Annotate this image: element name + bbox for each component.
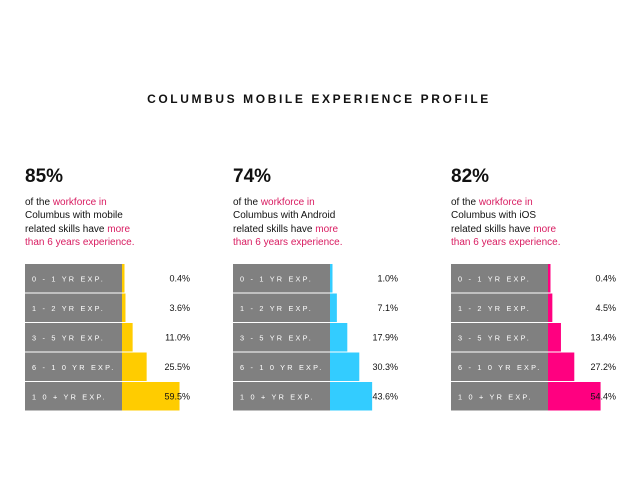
bar — [122, 293, 126, 322]
value-label: 17.9% — [372, 332, 398, 342]
category-label-box — [233, 323, 330, 352]
desc-text: related skills have — [25, 223, 108, 235]
mobile-experience-chart: 0 - 1 YR EXP. 0.4% 1 - 2 YR EXP. 3.6% 3 - 5 … — [25, 264, 190, 411]
category-label-box — [25, 352, 122, 381]
category-label-box — [233, 352, 330, 381]
category-label-box — [25, 382, 122, 411]
desc-text: of the — [25, 197, 53, 208]
value-label: 25.5% — [164, 362, 190, 372]
category-label: 0 - 1 YR EXP. — [458, 274, 531, 283]
category-label: 6 - 1 0 YR EXP. — [458, 363, 541, 372]
category-label-box — [233, 293, 330, 322]
desc-text: of the — [233, 197, 261, 208]
ios-description: of the workforce in Columbus with iOS re… — [451, 196, 636, 249]
bar — [330, 323, 348, 352]
desc-highlight: more — [107, 223, 131, 235]
category-label-box — [25, 293, 122, 322]
desc-text: related skills have — [233, 223, 316, 235]
bar — [122, 352, 147, 381]
desc-text: Columbus with mobile — [25, 210, 123, 222]
ios-experience-chart: 0 - 1 YR EXP. 0.4% 1 - 2 YR EXP. 4.5% 3 - 5 … — [451, 264, 616, 411]
bar — [330, 352, 360, 381]
desc-highlight: than 6 years experience. — [233, 236, 343, 248]
category-label: 3 - 5 YR EXP. — [458, 333, 531, 342]
bar — [122, 264, 125, 293]
bar — [330, 293, 337, 322]
bar — [330, 264, 333, 293]
category-label: 1 - 2 YR EXP. — [240, 304, 313, 313]
android-description: of the workforce in Columbus with Androi… — [233, 196, 418, 249]
desc-highlight: workforce in — [260, 197, 315, 208]
mobile-percent: 85% — [25, 166, 64, 187]
category-label-box — [451, 293, 548, 322]
value-label: 4.5% — [595, 303, 616, 313]
value-label: 7.1% — [377, 303, 398, 313]
category-label-box — [451, 382, 548, 411]
value-label: 1.0% — [377, 273, 398, 283]
desc-highlight: workforce in — [52, 197, 107, 208]
android-percent: 74% — [233, 166, 272, 187]
category-label-box — [233, 264, 330, 293]
category-label-box — [451, 264, 548, 293]
bar — [330, 382, 373, 411]
desc-highlight: more — [315, 223, 339, 235]
android-experience-chart: 0 - 1 YR EXP. 1.0% 1 - 2 YR EXP. 7.1% 3 - 5 … — [233, 264, 398, 411]
category-label: 0 - 1 YR EXP. — [240, 274, 313, 283]
category-label: 6 - 1 0 YR EXP. — [32, 363, 115, 372]
panel-ios: 82% of the workforce in Columbus with iO… — [451, 166, 636, 416]
category-label: 1 - 2 YR EXP. — [458, 304, 531, 313]
desc-highlight: than 6 years experience. — [451, 236, 561, 248]
panel-mobile: 85% of the workforce in Columbus with mo… — [25, 166, 210, 416]
value-label: 59.5% — [164, 391, 190, 401]
value-label: 11.0% — [165, 332, 190, 342]
value-label: 0.4% — [595, 273, 616, 283]
desc-text: related skills have — [451, 223, 534, 235]
category-label-box — [451, 352, 548, 381]
bar — [548, 264, 551, 293]
category-label-box — [451, 323, 548, 352]
desc-text: Columbus with iOS — [451, 210, 537, 222]
category-label: 1 0 + YR EXP. — [458, 392, 533, 401]
chart-title: COLUMBUS MOBILE EXPERIENCE PROFILE — [147, 92, 491, 106]
category-label-box — [233, 382, 330, 411]
desc-highlight: workforce in — [478, 197, 533, 208]
bar — [548, 352, 575, 381]
bar — [122, 382, 180, 411]
desc-highlight: than 6 years experience. — [25, 236, 135, 248]
value-label: 27.2% — [590, 362, 616, 372]
value-label: 43.6% — [372, 391, 398, 401]
bar — [548, 382, 601, 411]
category-label: 0 - 1 YR EXP. — [32, 274, 105, 283]
panel-android: 74% of the workforce in Columbus with An… — [233, 166, 418, 416]
category-label: 6 - 1 0 YR EXP. — [240, 363, 323, 372]
value-label: 0.4% — [169, 273, 190, 283]
category-label: 3 - 5 YR EXP. — [32, 333, 105, 342]
category-label: 1 - 2 YR EXP. — [32, 304, 105, 313]
bar — [548, 323, 561, 352]
value-label: 3.6% — [169, 303, 190, 313]
value-label: 54.4% — [590, 391, 616, 401]
category-label: 1 0 + YR EXP. — [32, 392, 107, 401]
category-label: 3 - 5 YR EXP. — [240, 333, 313, 342]
mobile-description: of the workforce in Columbus with mobile… — [25, 196, 210, 249]
desc-highlight: more — [533, 223, 557, 235]
ios-percent: 82% — [451, 166, 490, 187]
desc-text: of the — [451, 197, 479, 208]
bar — [122, 323, 133, 352]
bar — [548, 293, 553, 322]
category-label-box — [25, 264, 122, 293]
value-label: 13.4% — [590, 332, 616, 342]
desc-text: Columbus with Android — [233, 210, 336, 222]
value-label: 30.3% — [372, 362, 398, 372]
category-label: 1 0 + YR EXP. — [240, 392, 315, 401]
category-label-box — [25, 323, 122, 352]
